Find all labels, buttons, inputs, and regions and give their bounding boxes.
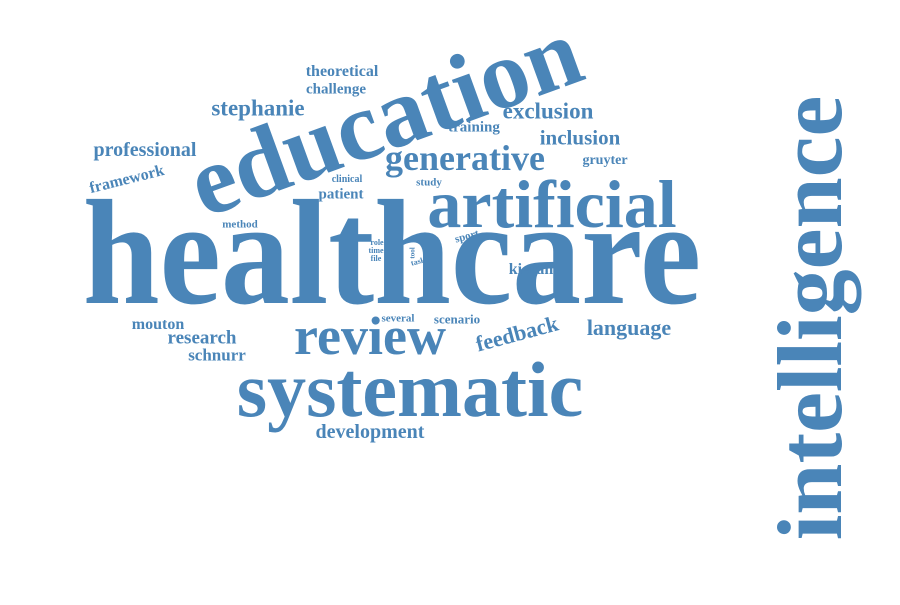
word-systematic: systematic xyxy=(236,346,584,433)
word-generative: generative xyxy=(385,138,545,178)
word-several: several xyxy=(381,312,415,325)
word-study: study xyxy=(416,176,442,189)
word-inclusion: inclusion xyxy=(539,125,621,150)
word-time: time xyxy=(368,246,384,255)
word-challenge: challenge xyxy=(306,81,366,98)
word-file: file xyxy=(370,254,382,263)
word-review: review xyxy=(294,306,446,366)
word-gruyter: gruyter xyxy=(582,153,628,168)
word-research: research xyxy=(167,327,237,349)
word-language: language xyxy=(586,315,672,340)
word-stephanie: stephanie xyxy=(211,95,305,121)
word-artificial: artificial xyxy=(427,166,677,242)
word-development: development xyxy=(315,421,425,443)
word-healthcare: healthcare xyxy=(82,170,702,336)
word-mouton: mouton xyxy=(131,316,185,333)
word-exclusion: exclusion xyxy=(502,98,594,124)
word-schnurr: schnurr xyxy=(188,345,246,365)
word-patient: patient xyxy=(318,186,364,203)
word-training: training xyxy=(448,119,500,136)
word-clinical: clinical xyxy=(331,174,363,185)
word-intelligence: intelligence xyxy=(759,95,861,541)
word-method: method xyxy=(222,218,258,231)
word-role: role xyxy=(370,238,384,247)
word-kieran: kieran xyxy=(508,261,554,278)
word-theoretical: theoretical xyxy=(305,63,379,80)
word-scenario: scenario xyxy=(433,311,481,327)
word-professional: professional xyxy=(93,139,197,161)
word-tool: tool xyxy=(408,247,417,259)
